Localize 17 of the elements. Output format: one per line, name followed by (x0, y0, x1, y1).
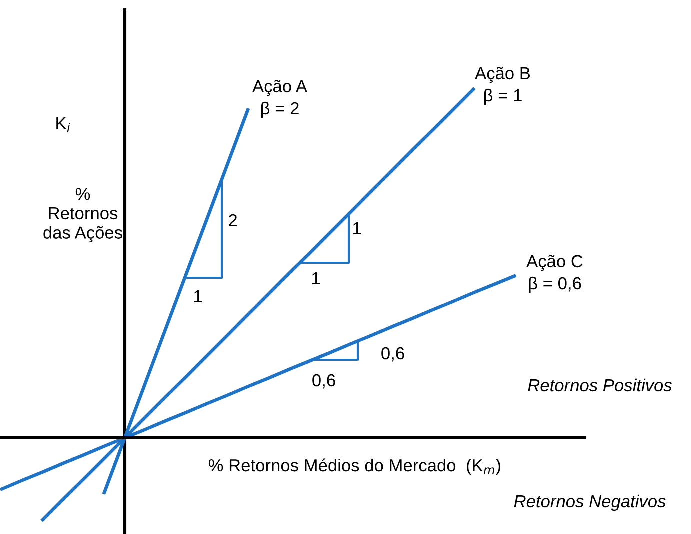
annotation: 2 (229, 214, 237, 226)
annotation: 1 (194, 290, 202, 302)
annotation: 1 (312, 272, 320, 284)
annotation: 0,6 (312, 374, 336, 389)
text: Retornos Positivos (528, 378, 672, 392)
annotation: Retornos Negativos (514, 494, 666, 512)
annotation: β = 1 (484, 88, 522, 106)
annotation: 0,6 (382, 347, 404, 362)
annotation: β = 2 (261, 102, 299, 118)
text: β = 0,6 (529, 276, 582, 294)
x-axis-title: % Retornos Médios do Mercado (K$_{m}$) (208, 458, 500, 476)
annotation: 1 (353, 222, 361, 234)
series-label: Ação A (252, 80, 308, 96)
series-label: Ação B (475, 66, 530, 84)
series-label: Ação C (526, 254, 583, 272)
annotation: K$_{i}$ (56, 118, 70, 132)
y-axis-title: % Retornos das Ações (44, 188, 122, 242)
